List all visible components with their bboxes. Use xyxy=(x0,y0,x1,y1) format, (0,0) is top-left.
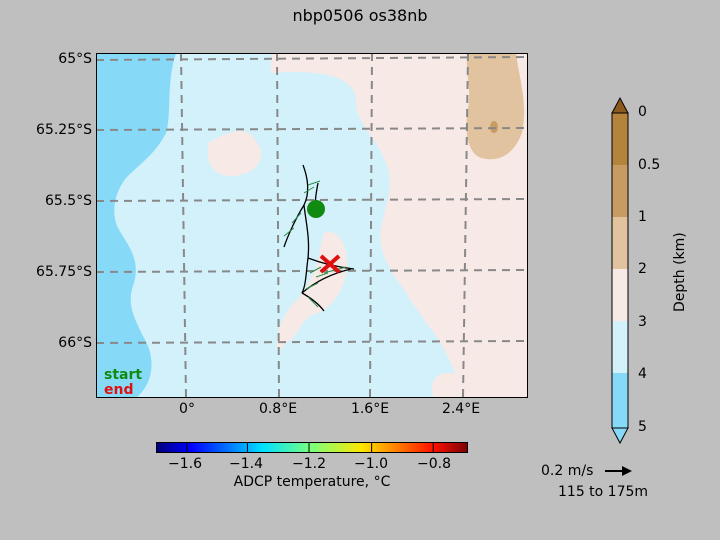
scale-arrow-icon xyxy=(605,466,632,476)
temperature-colorbar xyxy=(156,442,468,453)
chart-title: nbp0506 os38nb xyxy=(292,6,428,25)
legend-start: start xyxy=(104,367,143,383)
depth-tick: 5 xyxy=(638,419,647,435)
lat-label: 65.25°S xyxy=(36,122,92,138)
depth-axis-label: Depth (km) xyxy=(672,232,688,312)
lat-label: 65.75°S xyxy=(36,264,92,280)
depth-tick: 3 xyxy=(638,314,647,330)
depth-tick: 0 xyxy=(638,104,647,120)
start-marker xyxy=(307,200,325,218)
colorbar-tick: −1.6 xyxy=(168,456,202,472)
scale-depth-label: 115 to 175m xyxy=(558,484,649,500)
depth-tick: 1 xyxy=(638,209,647,225)
lon-label: 0.8°E xyxy=(258,401,298,417)
bank-region xyxy=(466,53,525,160)
bank-peak xyxy=(490,121,498,133)
depth-tick: 4 xyxy=(638,366,647,382)
colorbar-tick: −1.0 xyxy=(354,456,388,472)
legend-end: end xyxy=(104,382,134,398)
lat-label: 65.5°S xyxy=(44,193,92,209)
depth-tick: 2 xyxy=(638,261,647,277)
lat-label: 65°S xyxy=(58,51,92,67)
shallow-patch-south xyxy=(432,372,466,398)
lon-label: 0° xyxy=(179,401,195,417)
colorbar-label: ADCP temperature, °C xyxy=(233,474,391,490)
colorbar-tick: −1.2 xyxy=(292,456,326,472)
map-panel xyxy=(96,53,528,398)
ship-track xyxy=(283,164,355,312)
depth-colorbar xyxy=(611,96,629,445)
graticule xyxy=(96,53,528,398)
depth-tick: 0.5 xyxy=(638,157,661,173)
colorbar-tick: −1.4 xyxy=(229,456,263,472)
scale-speed-label: 0.2 m/s xyxy=(541,463,594,479)
lon-label: 2.4°E xyxy=(441,401,481,417)
lon-label: 1.6°E xyxy=(350,401,390,417)
colorbar-tick: −0.8 xyxy=(417,456,451,472)
end-marker xyxy=(319,254,341,274)
lat-label: 66°S xyxy=(58,335,92,351)
shallow-patch xyxy=(208,131,262,177)
